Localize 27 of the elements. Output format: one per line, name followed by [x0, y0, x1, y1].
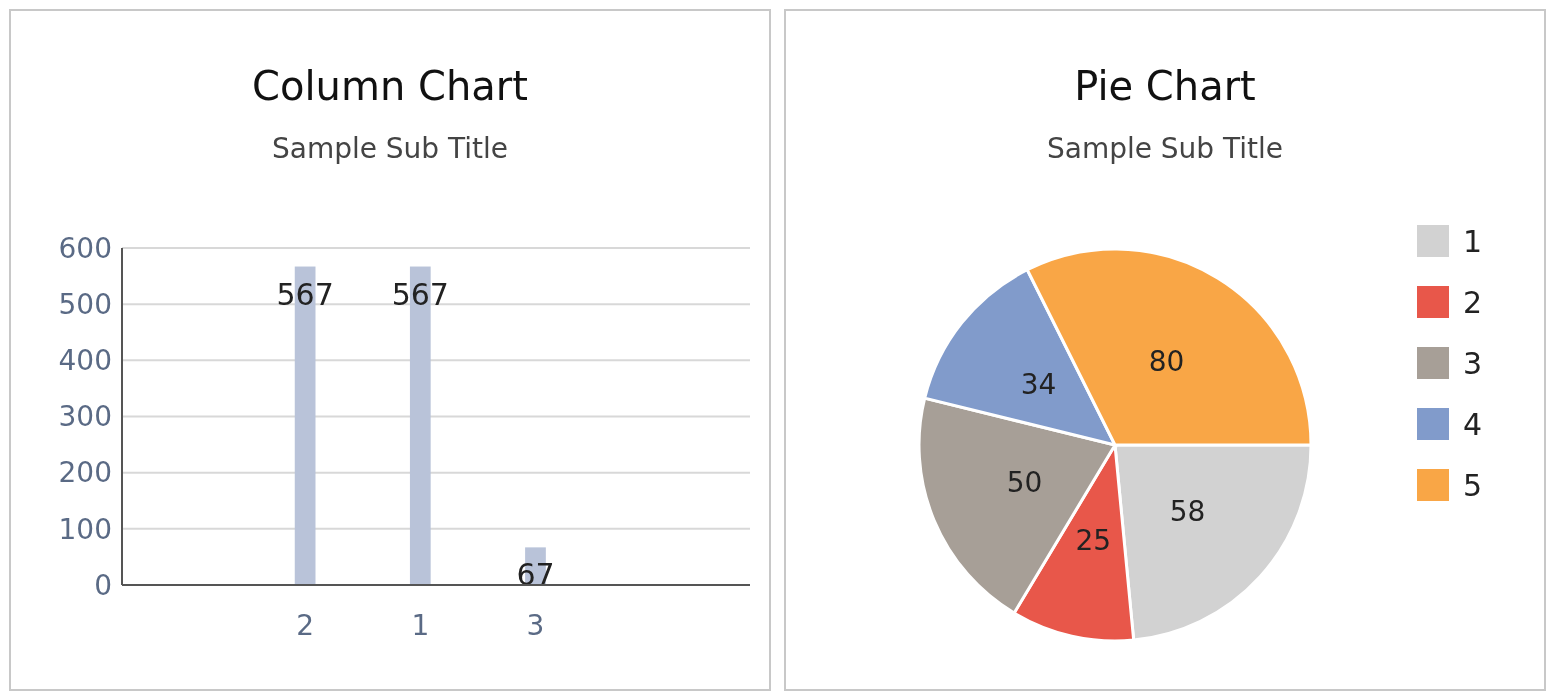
chart-subtitle: Sample Sub Title — [271, 132, 509, 165]
y-tick-label: 100 — [58, 512, 112, 546]
y-tick-label: 600 — [58, 231, 112, 265]
x-tick-label: 3 — [526, 609, 545, 642]
y-tick-label: 300 — [58, 400, 112, 434]
chart-subtitle: Sample Sub Title — [1046, 132, 1284, 165]
data-label: 567 — [276, 276, 334, 312]
data-label: 67 — [516, 557, 555, 593]
x-tick-label: 2 — [296, 609, 315, 642]
data-label: 50 — [1006, 466, 1043, 500]
legend-label: 5 — [1463, 467, 1483, 503]
chart-title: Pie Chart — [1074, 63, 1256, 109]
x-tick-label: 1 — [411, 609, 430, 642]
chart-title: Column Chart — [252, 63, 528, 109]
y-tick-label: 0 — [94, 568, 112, 602]
legend-label: 2 — [1463, 284, 1483, 320]
data-label: 25 — [1075, 524, 1112, 558]
data-label: 80 — [1148, 345, 1185, 379]
data-label: 58 — [1169, 494, 1206, 528]
legend-label: 4 — [1463, 406, 1483, 442]
legend-label: 3 — [1463, 345, 1483, 381]
data-label: 34 — [1020, 367, 1057, 401]
data-label: 567 — [391, 276, 449, 312]
y-tick-label: 400 — [58, 344, 112, 378]
y-tick-label: 500 — [58, 287, 112, 321]
legend-label: 1 — [1463, 223, 1483, 259]
y-tick-label: 200 — [58, 456, 112, 490]
